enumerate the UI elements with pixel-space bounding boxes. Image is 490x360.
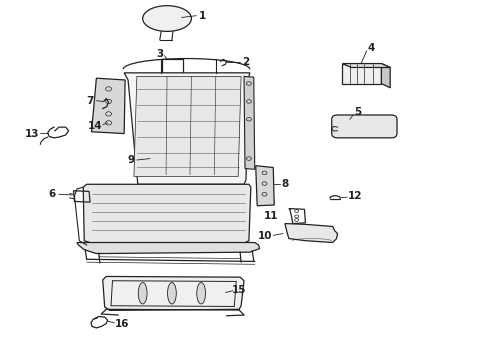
Text: 9: 9 [127, 156, 135, 165]
Text: 3: 3 [156, 49, 163, 59]
Polygon shape [124, 73, 250, 184]
Text: 14: 14 [88, 121, 102, 131]
Polygon shape [134, 76, 241, 176]
Polygon shape [103, 276, 244, 310]
Polygon shape [343, 64, 390, 67]
Text: 10: 10 [258, 231, 273, 242]
Ellipse shape [197, 283, 205, 304]
Text: 15: 15 [232, 285, 246, 295]
Text: 7: 7 [86, 96, 94, 106]
Polygon shape [92, 78, 125, 134]
Polygon shape [381, 64, 390, 88]
Text: 13: 13 [24, 129, 39, 139]
Polygon shape [244, 76, 255, 169]
FancyBboxPatch shape [332, 115, 397, 138]
Text: 6: 6 [49, 189, 56, 199]
Text: 1: 1 [198, 11, 206, 21]
Ellipse shape [138, 283, 147, 304]
Text: 16: 16 [115, 319, 129, 329]
Text: 8: 8 [281, 179, 289, 189]
Ellipse shape [168, 283, 176, 304]
Polygon shape [83, 184, 251, 245]
Polygon shape [256, 166, 274, 206]
Polygon shape [343, 64, 381, 84]
Text: 5: 5 [354, 107, 362, 117]
Ellipse shape [143, 6, 192, 31]
Polygon shape [285, 224, 338, 243]
Text: 12: 12 [347, 192, 362, 202]
Polygon shape [77, 243, 260, 253]
Text: 2: 2 [243, 57, 249, 67]
Text: 4: 4 [368, 43, 375, 53]
Text: 11: 11 [264, 211, 278, 221]
Bar [162, 59, 183, 73]
